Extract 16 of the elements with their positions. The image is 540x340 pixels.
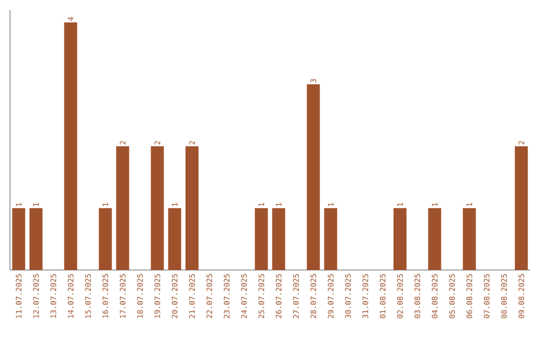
bar	[254, 208, 268, 270]
bar	[462, 208, 476, 270]
bar	[150, 146, 164, 270]
bar	[12, 208, 26, 270]
bar	[394, 208, 407, 270]
bar	[514, 146, 528, 270]
bar	[324, 208, 338, 270]
bar	[98, 208, 112, 270]
bar	[428, 208, 442, 270]
bar	[306, 84, 320, 270]
bar	[116, 146, 130, 270]
bar	[186, 146, 199, 270]
bar	[30, 208, 43, 270]
bar	[168, 208, 182, 270]
bar	[272, 208, 286, 270]
bar	[64, 22, 78, 270]
